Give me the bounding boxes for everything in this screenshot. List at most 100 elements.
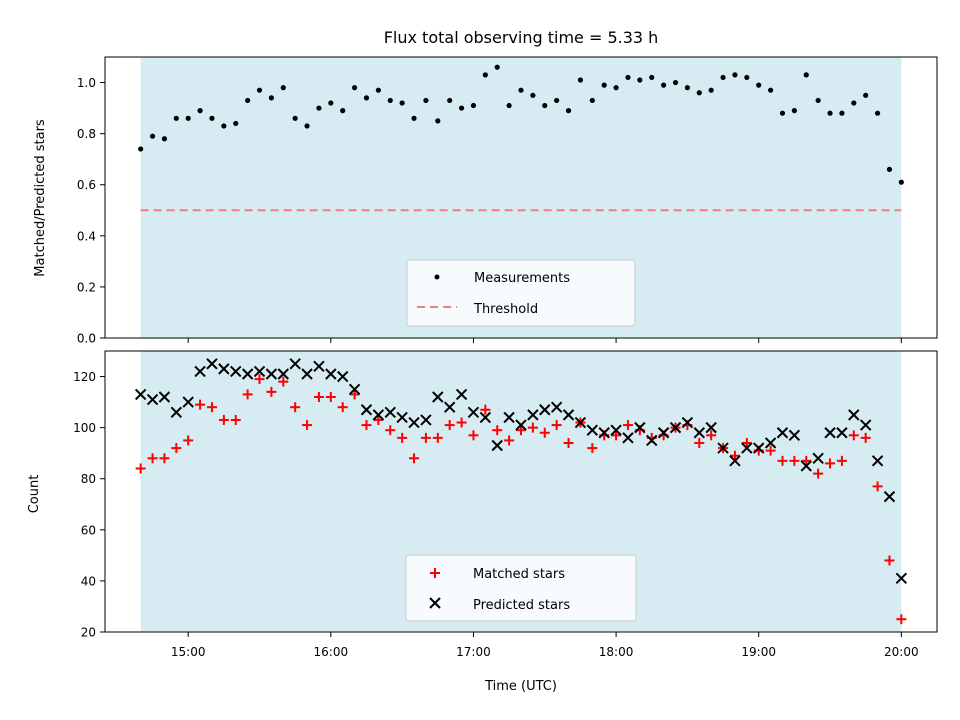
count-legend: Matched stars Predicted stars	[405, 554, 637, 622]
predicted-star-point	[729, 455, 741, 467]
matched-star-point	[432, 432, 443, 443]
predicted-star-point	[681, 416, 694, 429]
predicted-star-point	[277, 368, 289, 380]
predicted-star-point	[467, 406, 480, 419]
measurement-point	[589, 97, 595, 104]
x-tick-label: 18:00	[599, 645, 634, 659]
legend-matched-stars: Matched stars	[473, 567, 565, 582]
measurement-point	[245, 97, 251, 104]
y-tick-label: 0.2	[77, 280, 96, 294]
measurement-point	[625, 74, 631, 81]
y-tick-label: 1.0	[77, 76, 96, 90]
predicted-star-point	[313, 360, 325, 373]
ratio-x-ticks	[187, 338, 902, 343]
matched-star-point	[694, 437, 705, 448]
predicted-star-point	[491, 439, 503, 452]
measurement-point	[803, 72, 809, 78]
matched-star-point	[480, 404, 491, 415]
matched-star-point	[825, 458, 836, 469]
measurement-point	[506, 102, 512, 109]
predicted-star-point	[396, 411, 408, 424]
measurement-point	[898, 179, 904, 185]
predicted-star-point	[182, 396, 194, 408]
count-panel: 20 40 60 80 100 120 15:00 16:00 17:00 18:00 19:00…	[27, 350, 938, 694]
predicted-star-point	[479, 411, 492, 424]
predicted-star-point	[241, 368, 254, 380]
y-tick-label: 20	[81, 626, 96, 640]
predicted-star-point	[301, 368, 313, 380]
predicted-star-point	[871, 455, 884, 467]
matched-star-point	[706, 430, 717, 441]
measurement-point	[161, 136, 168, 142]
predicted-star-point	[622, 432, 634, 444]
measurement-point	[340, 108, 346, 114]
matched-star-point	[729, 450, 740, 461]
measurement-point	[791, 108, 797, 114]
measurement-point	[316, 105, 322, 111]
measurement-points	[138, 64, 904, 185]
predicted-star-point	[741, 442, 753, 454]
matched-star-point	[135, 463, 146, 474]
legend-predicted-marker	[429, 597, 441, 609]
measurement-point	[863, 92, 869, 98]
predicted-star-point	[265, 368, 278, 380]
predicted-star-point	[348, 383, 361, 396]
predicted-star-point	[337, 370, 349, 383]
matched-star-point	[313, 391, 324, 402]
matched-star-point	[587, 443, 598, 454]
x-tick-label: 15:00	[171, 645, 206, 659]
matched-stars-points	[135, 374, 907, 625]
measurement-point	[684, 85, 691, 91]
matched-star-point	[230, 414, 241, 425]
matched-star-point	[361, 420, 372, 431]
legend-measurements-marker	[434, 274, 440, 280]
x-tick-label: 20:00	[884, 645, 919, 659]
measurement-point	[554, 97, 560, 104]
predicted-star-point	[539, 404, 551, 416]
matched-star-point	[504, 435, 515, 446]
y-tick-label: 0.4	[77, 229, 96, 243]
measurement-point	[649, 74, 655, 81]
measurement-point	[328, 100, 334, 106]
predicted-star-point	[206, 358, 218, 370]
predicted-star-point	[443, 401, 456, 413]
measurement-point	[744, 74, 750, 81]
predicted-star-point	[669, 421, 682, 434]
matched-star-point	[171, 443, 182, 454]
predicted-star-point	[432, 391, 444, 403]
predicted-star-point	[788, 429, 801, 442]
predicted-star-point	[800, 460, 812, 472]
y-tick-label: 0.8	[77, 127, 96, 141]
predicted-star-point	[776, 427, 789, 439]
matched-star-point	[492, 425, 503, 436]
legend-threshold: Threshold	[473, 302, 538, 317]
measurement-point	[720, 74, 726, 81]
measurement-point	[292, 115, 298, 121]
matched-star-point	[896, 614, 907, 625]
predicted-star-point	[455, 388, 468, 401]
measurement-point	[197, 108, 203, 114]
matched-star-point	[278, 376, 289, 387]
measurement-point	[565, 108, 572, 114]
measurement-point	[304, 123, 310, 129]
predicted-star-point	[372, 409, 385, 421]
y-tick-label: 100	[73, 421, 96, 435]
measurement-point	[352, 85, 358, 91]
measurement-point	[458, 105, 465, 111]
predicted-star-point	[527, 409, 539, 421]
matched-star-point	[789, 455, 800, 466]
ratio-legend: Measurements Threshold	[406, 259, 636, 327]
matched-star-point	[765, 445, 776, 456]
matched-star-point	[527, 422, 538, 433]
predicted-stars-points	[134, 358, 908, 585]
measurement-point	[173, 115, 179, 121]
measurement-point	[732, 72, 738, 78]
predicted-star-point	[134, 388, 147, 401]
predicted-star-point	[503, 411, 515, 424]
measurement-point	[138, 146, 144, 152]
predicted-star-point	[515, 419, 527, 431]
matched-star-point	[516, 425, 526, 436]
measurement-point	[779, 110, 786, 116]
predicted-star-point	[218, 363, 230, 375]
measurement-point	[827, 110, 833, 116]
